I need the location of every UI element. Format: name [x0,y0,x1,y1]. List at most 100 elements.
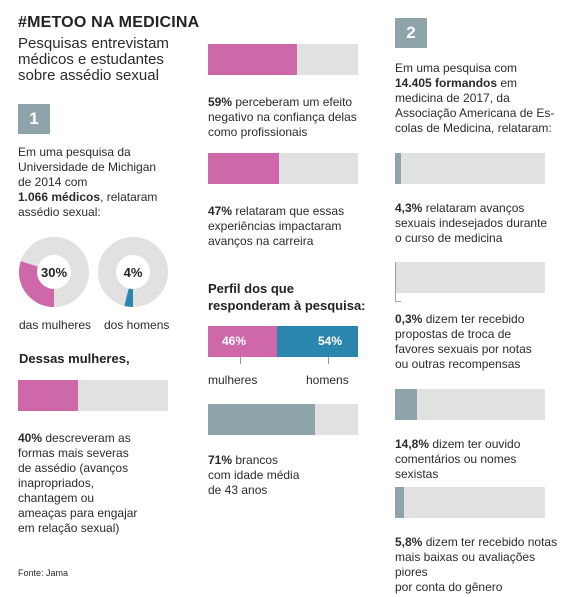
stat-line: com idade média [208,468,300,482]
donut-men: 4% [98,237,168,307]
stat-text: relataram que essas [232,204,345,218]
intro-line: colas de Medicina, relataram: [395,121,552,135]
stat-bar-0-3 [395,262,545,293]
stat-value: 5,8% [395,535,423,549]
stat-14-8-text: 14,8% dizem ter ouvido comentários ou no… [395,437,562,482]
section-number-2: 2 [395,18,427,48]
men-tick [328,357,329,364]
stat-line: 4,3% relataram avanços [395,201,562,216]
section2-intro: Em uma pesquisa com 14.405 formandos em … [395,61,560,136]
gender-bar-men: 54% [277,326,358,357]
stat-line: por conta do gênero [395,580,503,594]
stat-line: de assédio (avanços [18,461,129,475]
intro-line: medicina de 2017, da [395,91,510,105]
gender-split-bar: 46% 54% [208,326,358,357]
gender-bar-women: 46% [208,326,277,357]
gender-caption-men: homens [306,373,349,387]
gender-value-women: 46% [222,334,247,348]
stat-line: experiências impactaram [208,219,342,233]
stat-text: dizem ter recebido notas [422,535,558,549]
stat-bar-fill [208,404,315,435]
stat-line: 14,8% dizem ter ouvido [395,437,562,452]
stat-47-text: 47% relataram que essas experiências imp… [208,204,383,249]
donut-caption-women: das mulheres [19,318,92,332]
graduates-count: 14.405 formandos [395,76,498,90]
stat-line: 40% descreveram as [18,431,188,446]
intro-line: Universidade de Michigan [18,160,157,174]
doctors-count: 1.066 médicos [18,190,101,204]
stat-bar-fill [208,44,297,75]
stat-bar-14-8 [395,389,545,420]
intro-line-bold: 14.405 formandos em [395,76,560,91]
stat-line: avanços na carreira [208,234,314,248]
stat-text: dizem ter recebido [422,312,525,326]
stat-bar-fill [208,153,279,184]
women-heading: Dessas mulheres, [19,351,130,366]
intro-line-bold: 1.066 médicos, relataram [18,190,188,205]
stat-line: comentários ou nomes sexistas [395,452,517,481]
stat-40-text: 40% descreveram as formas mais severas d… [18,431,188,536]
stat-bar-40 [18,380,168,411]
section-number-1: 1 [18,104,50,134]
stat-line: 47% relataram que essas [208,204,383,219]
intro-line: Em uma pesquisa da [18,145,131,159]
donut-women: 30% [19,237,89,307]
profile-heading: Perfil dos que responderam à pesquisa: [208,280,383,314]
stat-line: de 43 anos [208,483,268,497]
stat-bar-47 [208,153,358,184]
stat-bar-fill [395,487,404,518]
stat-line: ameaças para engajar [18,506,138,520]
stat-bar-59 [208,44,358,75]
stat-71-text: 71% brancos com idade média de 43 anos [208,453,383,498]
stat-line: mais baixas ou avaliações piores [395,550,536,579]
stat-5-8-text: 5,8% dizem ter recebido notas mais baixa… [395,535,562,595]
stat-line: 71% brancos [208,453,383,468]
stat-bar-4-3 [395,153,545,184]
donut-caption-men: dos homens [104,318,170,332]
donut-segment-men [98,237,168,307]
stat-line: formas mais severas [18,446,129,460]
stat-line: sexuais indesejados durante [395,216,548,230]
donut-value-women: 30% [41,265,67,280]
stat-bar-71 [208,404,358,435]
stat-value: 0,3% [395,312,423,326]
stat-text: relataram avanços [422,201,525,215]
intro-line: Associação Americana de Es- [395,106,555,120]
stat-value: 71% [208,453,233,467]
stat-line: inapropriados, [18,476,95,490]
intro-rest: , relataram [100,190,158,204]
stat-text: dizem ter ouvido [429,437,521,451]
gender-value-men: 54% [317,334,342,348]
stat-bar-fill [395,153,402,184]
stat-text: brancos [232,453,279,467]
stat-value: 47% [208,204,233,218]
donut-segment-women [19,237,89,307]
stat-line: 0,3% dizem ter recebido [395,312,562,327]
donut-hole [38,256,70,288]
connector-line [395,293,401,302]
stat-line: o curso de medicina [395,231,503,245]
stat-value: 59% [208,95,233,109]
stat-line: ou outras recompensas [395,357,521,371]
women-tick [240,357,241,364]
profile-heading-line: responderam à pesquisa: [208,298,366,313]
stat-text: perceberam um efeito [232,95,353,109]
stat-line: 59% perceberam um efeito [208,95,383,110]
page-subtitle: Pesquisas entrevistam médicos e estudant… [18,35,169,84]
stat-line: chantagem ou [18,491,95,505]
stat-text: descreveram as [42,431,131,445]
donut-value-men: 4% [124,265,143,280]
stat-line: favores sexuais por notas [395,342,532,356]
intro-line: Em uma pesquisa com [395,61,518,75]
stat-4-3-text: 4,3% relataram avanços sexuais indesejad… [395,201,562,246]
gender-caption-women: mulheres [208,373,258,387]
stat-bar-5-8 [395,487,545,518]
intro-line: de 2014 com [18,175,88,189]
stat-value: 14,8% [395,437,430,451]
stat-bar-fill [18,380,78,411]
intro-line: assédio sexual: [18,205,101,219]
stat-line: em relação sexual) [18,521,120,535]
stat-value: 40% [18,431,43,445]
stat-line: propostas de troca de [395,327,512,341]
stat-line: como profissionais [208,125,308,139]
